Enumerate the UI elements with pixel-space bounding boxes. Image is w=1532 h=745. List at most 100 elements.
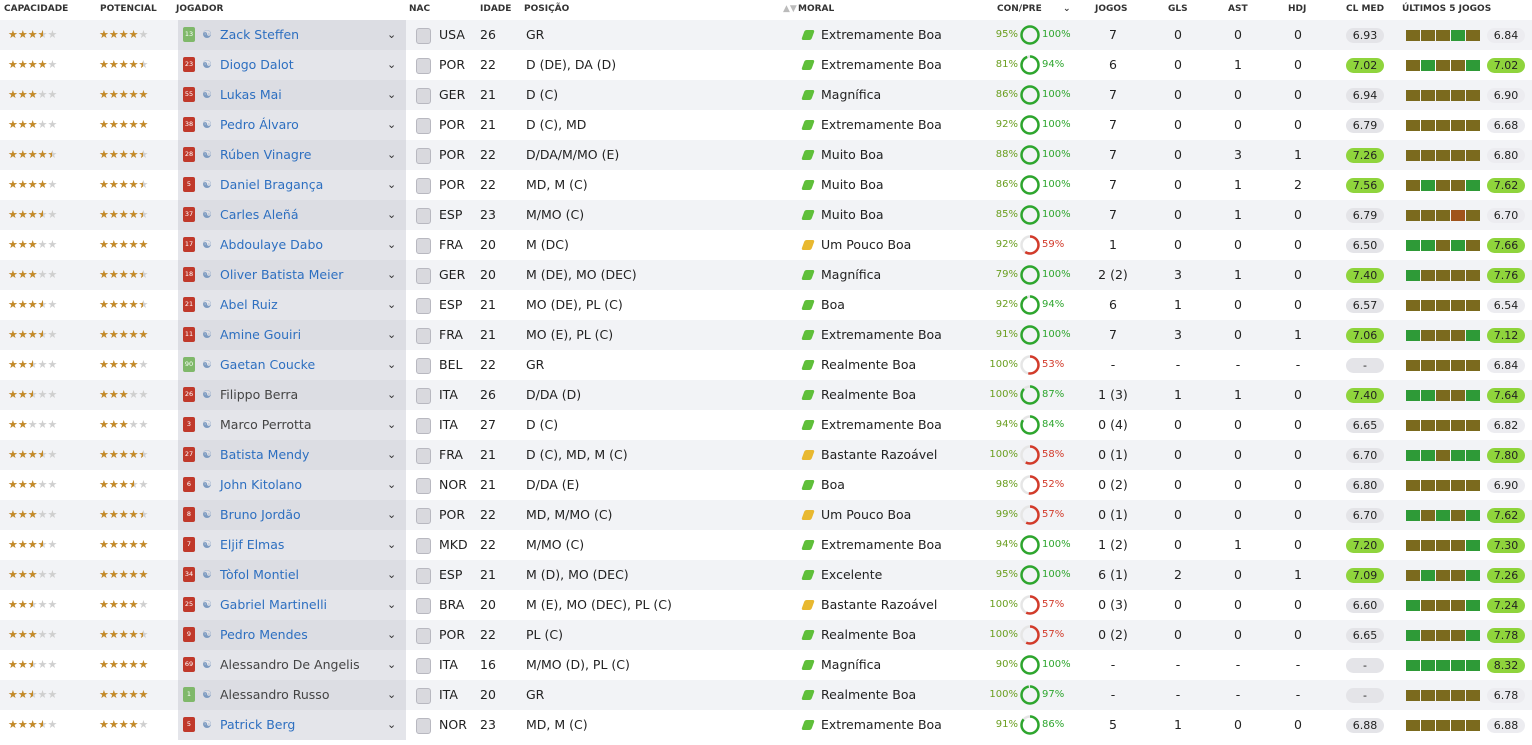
row-menu[interactable]: ⌄ — [387, 298, 397, 311]
shirt-number: 37 — [183, 207, 195, 222]
column-header[interactable]: JOGOS — [1095, 4, 1128, 14]
shirt-number: 21 — [183, 297, 195, 312]
row-menu[interactable]: ⌄ — [387, 238, 397, 251]
row-menu[interactable]: ⌄ — [387, 88, 397, 101]
player-name[interactable]: Oliver Batista Meier — [220, 267, 344, 282]
column-header[interactable]: JOGADOR — [176, 4, 224, 14]
stat-ast: 0 — [1234, 597, 1242, 612]
form-square — [1421, 480, 1435, 491]
player-name[interactable]: Pedro Álvaro — [220, 117, 299, 132]
form-square — [1451, 330, 1465, 341]
player-name[interactable]: Abel Ruiz — [220, 297, 278, 312]
potential-stars — [99, 179, 148, 191]
row-menu[interactable]: ⌄ — [387, 628, 397, 641]
player-row: 9 ☯ Pedro Mendes ⌄ POR 22 PL (C) Realmente Boa 1… — [0, 620, 1532, 650]
column-header[interactable]: GLS — [1168, 4, 1188, 14]
player-name[interactable]: Pedro Mendes — [220, 627, 308, 642]
column-header[interactable]: HDJ — [1288, 4, 1307, 14]
row-menu[interactable]: ⌄ — [387, 358, 397, 371]
form-square — [1406, 480, 1420, 491]
row-menu[interactable]: ⌄ — [387, 418, 397, 431]
person-icon: ☯ — [202, 58, 212, 71]
row-menu[interactable]: ⌄ — [387, 598, 397, 611]
avg-rating: 7.06 — [1346, 328, 1384, 343]
player-name[interactable]: Carles Aleñá — [220, 207, 299, 222]
player-name[interactable]: Batista Mendy — [220, 447, 310, 462]
player-name[interactable]: Gabriel Martinelli — [220, 597, 328, 612]
player-name[interactable]: Filippo Berra — [220, 387, 299, 402]
player-name[interactable]: Patrick Berg — [220, 717, 296, 732]
player-name[interactable]: Bruno Jordão — [220, 507, 301, 522]
row-menu[interactable]: ⌄ — [387, 178, 397, 191]
sharpness-ring — [1020, 475, 1040, 495]
form-square — [1466, 480, 1480, 491]
player-name[interactable]: Alessandro De Angelis — [220, 657, 360, 672]
star-fill — [8, 509, 38, 521]
column-header[interactable]: POSIÇÃO — [524, 4, 570, 14]
player-name[interactable]: Zack Steffen — [220, 27, 300, 42]
person-icon: ☯ — [202, 508, 212, 521]
player-name[interactable]: Alessandro Russo — [220, 687, 330, 702]
row-menu[interactable]: ⌄ — [387, 118, 397, 131]
ring-fill — [1020, 325, 1040, 345]
form-square — [1466, 30, 1480, 41]
form-square — [1466, 600, 1480, 611]
player-name[interactable]: Tòfol Montiel — [220, 567, 300, 582]
row-menu[interactable]: ⌄ — [387, 328, 397, 341]
player-name[interactable]: Eljif Elmas — [220, 537, 285, 552]
row-menu[interactable]: ⌄ — [387, 568, 397, 581]
player-name[interactable]: Daniel Bragança — [220, 177, 324, 192]
ability-stars — [8, 89, 57, 101]
player-name[interactable]: Diogo Dalot — [220, 57, 294, 72]
column-header[interactable]: CON/PRE — [997, 4, 1042, 14]
row-menu[interactable]: ⌄ — [387, 388, 397, 401]
player-name[interactable]: Amine Gouiri — [220, 327, 302, 342]
column-header[interactable]: MORAL — [798, 4, 835, 14]
column-header[interactable]: ÚLTIMOS 5 JOGOS — [1402, 4, 1492, 14]
last-rating: 6.84 — [1487, 358, 1525, 373]
player-cell-bg — [178, 50, 406, 80]
form-square — [1436, 690, 1450, 701]
column-header[interactable]: POTENCIAL — [100, 4, 157, 14]
sort-icon[interactable]: ▲▼ — [783, 4, 797, 14]
position: PL (C) — [526, 627, 563, 642]
nationality: MKD — [439, 537, 468, 552]
ring-fill — [1020, 535, 1040, 555]
column-menu[interactable]: ⌄ — [1063, 4, 1071, 14]
stat-ast: 0 — [1234, 27, 1242, 42]
row-menu[interactable]: ⌄ — [387, 448, 397, 461]
row-menu[interactable]: ⌄ — [387, 28, 397, 41]
row-menu[interactable]: ⌄ — [387, 268, 397, 281]
column-header[interactable]: NAC — [409, 4, 431, 14]
column-header[interactable]: AST — [1228, 4, 1248, 14]
player-name[interactable]: Rúben Vinagre — [220, 147, 312, 162]
row-menu[interactable]: ⌄ — [387, 538, 397, 551]
sharpness-ring — [1020, 205, 1040, 225]
player-name[interactable]: Abdoulaye Dabo — [220, 237, 324, 252]
player-name[interactable]: Marco Perrotta — [220, 417, 312, 432]
row-menu[interactable]: ⌄ — [387, 658, 397, 671]
column-header[interactable]: IDADE — [480, 4, 512, 14]
row-menu[interactable]: ⌄ — [387, 508, 397, 521]
player-name[interactable]: Gaetan Coucke — [220, 357, 316, 372]
row-menu[interactable]: ⌄ — [387, 688, 397, 701]
row-menu[interactable]: ⌄ — [387, 478, 397, 491]
player-cell-bg — [178, 290, 406, 320]
column-header[interactable]: CL MED — [1346, 4, 1385, 14]
sharpness-ring — [1020, 115, 1040, 135]
condition: 100% — [989, 689, 1018, 700]
avg-rating: 7.40 — [1346, 268, 1384, 283]
column-header[interactable]: CAPACIDADE — [4, 4, 69, 14]
form-square — [1451, 360, 1465, 371]
player-name[interactable]: John Kitolano — [220, 477, 303, 492]
player-name[interactable]: Lukas Mai — [220, 87, 282, 102]
row-menu[interactable]: ⌄ — [387, 718, 397, 731]
form-square — [1436, 180, 1450, 191]
morale: Realmente Boa — [821, 627, 917, 642]
stat-ast: 1 — [1234, 387, 1242, 402]
form-square — [1436, 600, 1450, 611]
stat-hdj: 0 — [1294, 27, 1302, 42]
row-menu[interactable]: ⌄ — [387, 208, 397, 221]
row-menu[interactable]: ⌄ — [387, 148, 397, 161]
row-menu[interactable]: ⌄ — [387, 58, 397, 71]
